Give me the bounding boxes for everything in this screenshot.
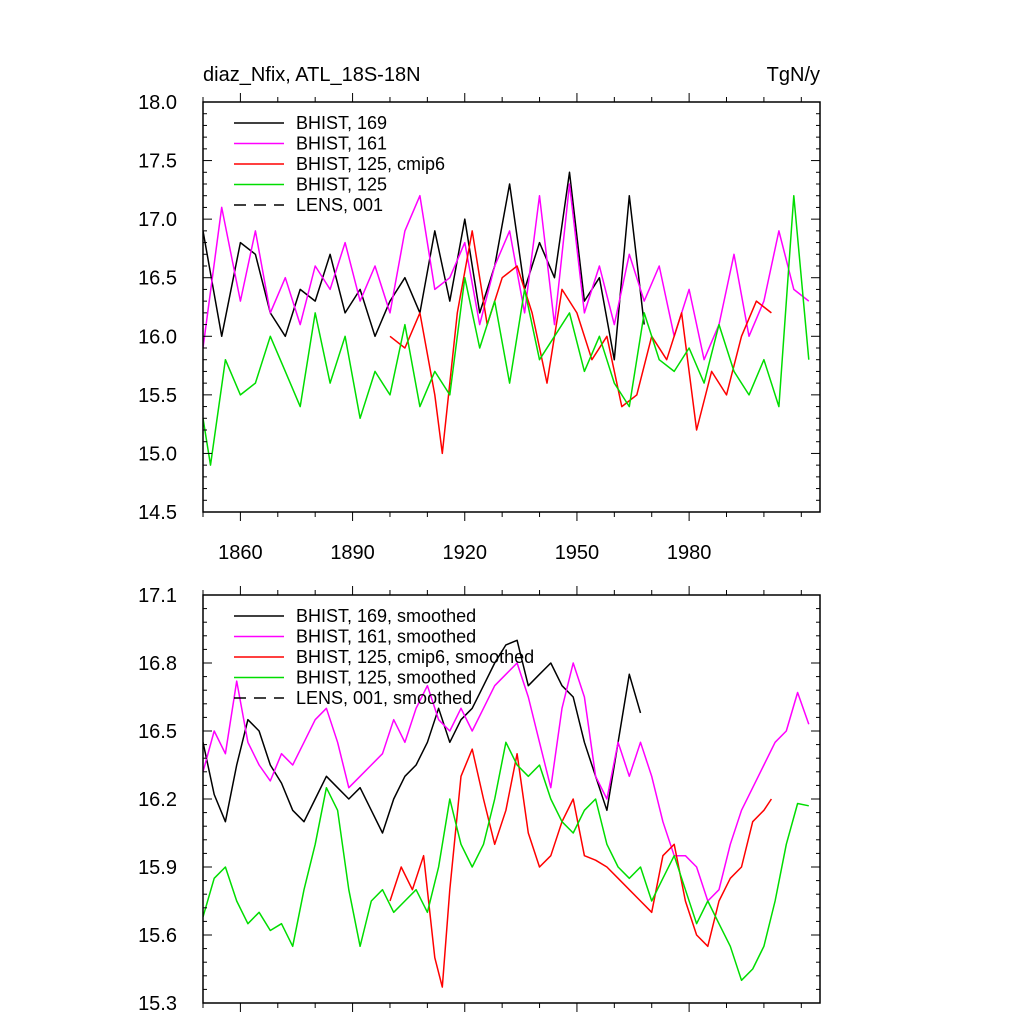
top-panel: 14.5 15.0 15.5 16.0 16.5 17.0 17.5 18.0 1860 1890… — [138, 64, 821, 564]
series-line-2 — [389, 748, 773, 988]
x-tick-label: 1860 — [218, 542, 263, 564]
plot-frame — [202, 101, 821, 513]
y-tick-label: 16.2 — [138, 789, 177, 811]
legend-label: BHIST, 125 — [296, 175, 387, 195]
legend-label: BHIST, 125, cmip6, smoothed — [296, 647, 534, 667]
series-group — [203, 171, 810, 466]
y-tick-label: 18.0 — [138, 92, 177, 114]
series-line-1 — [203, 662, 810, 902]
legend-label: BHIST, 161 — [296, 134, 387, 154]
y-tick-label: 17.0 — [138, 209, 177, 231]
y-tick-label: 16.5 — [138, 268, 177, 290]
x-tick-label: 1890 — [330, 542, 375, 564]
x-tick-label: 1950 — [555, 542, 600, 564]
y-tick-label: 15.6 — [138, 925, 177, 947]
legend-label: LENS, 001, smoothed — [296, 688, 472, 708]
series-line-1 — [203, 183, 810, 361]
legend-label: LENS, 001 — [296, 195, 383, 215]
series-line-2 — [389, 230, 772, 455]
bottom-panel: 15.3 15.6 15.9 16.2 16.5 16.8 17.1 BHIST, 169, … — [138, 585, 821, 1015]
y-tick-label: 15.5 — [138, 385, 177, 407]
legend-label: BHIST, 169 — [296, 113, 387, 133]
x-tick-label: 1920 — [443, 542, 488, 564]
legend-label: BHIST, 125, smoothed — [296, 668, 476, 688]
series-line-3 — [203, 741, 809, 982]
y-tick-label: 14.5 — [138, 502, 177, 524]
series-line-0 — [203, 171, 645, 361]
y-tick-label: 16.5 — [138, 721, 177, 743]
y-tick-label: 17.1 — [138, 585, 177, 607]
x-tick-label: 1980 — [667, 542, 712, 564]
series-group — [203, 639, 810, 988]
series-line-0 — [203, 639, 642, 834]
legend-label: BHIST, 169, smoothed — [296, 606, 476, 626]
legend-label: BHIST, 125, cmip6 — [296, 154, 445, 174]
y-tick-label: 16.8 — [138, 653, 177, 675]
chart-title: diaz_Nfix, ATL_18S-18N — [203, 64, 421, 86]
units-label: TgN/y — [767, 64, 820, 86]
y-tick-label: 15.0 — [138, 443, 177, 465]
y-tick-label: 15.3 — [138, 993, 177, 1015]
legend-label: BHIST, 161, smoothed — [296, 627, 476, 647]
series-line-3 — [203, 194, 810, 466]
y-tick-label: 15.9 — [138, 857, 177, 879]
y-tick-label: 16.0 — [138, 326, 177, 348]
y-tick-label: 17.5 — [138, 151, 177, 173]
